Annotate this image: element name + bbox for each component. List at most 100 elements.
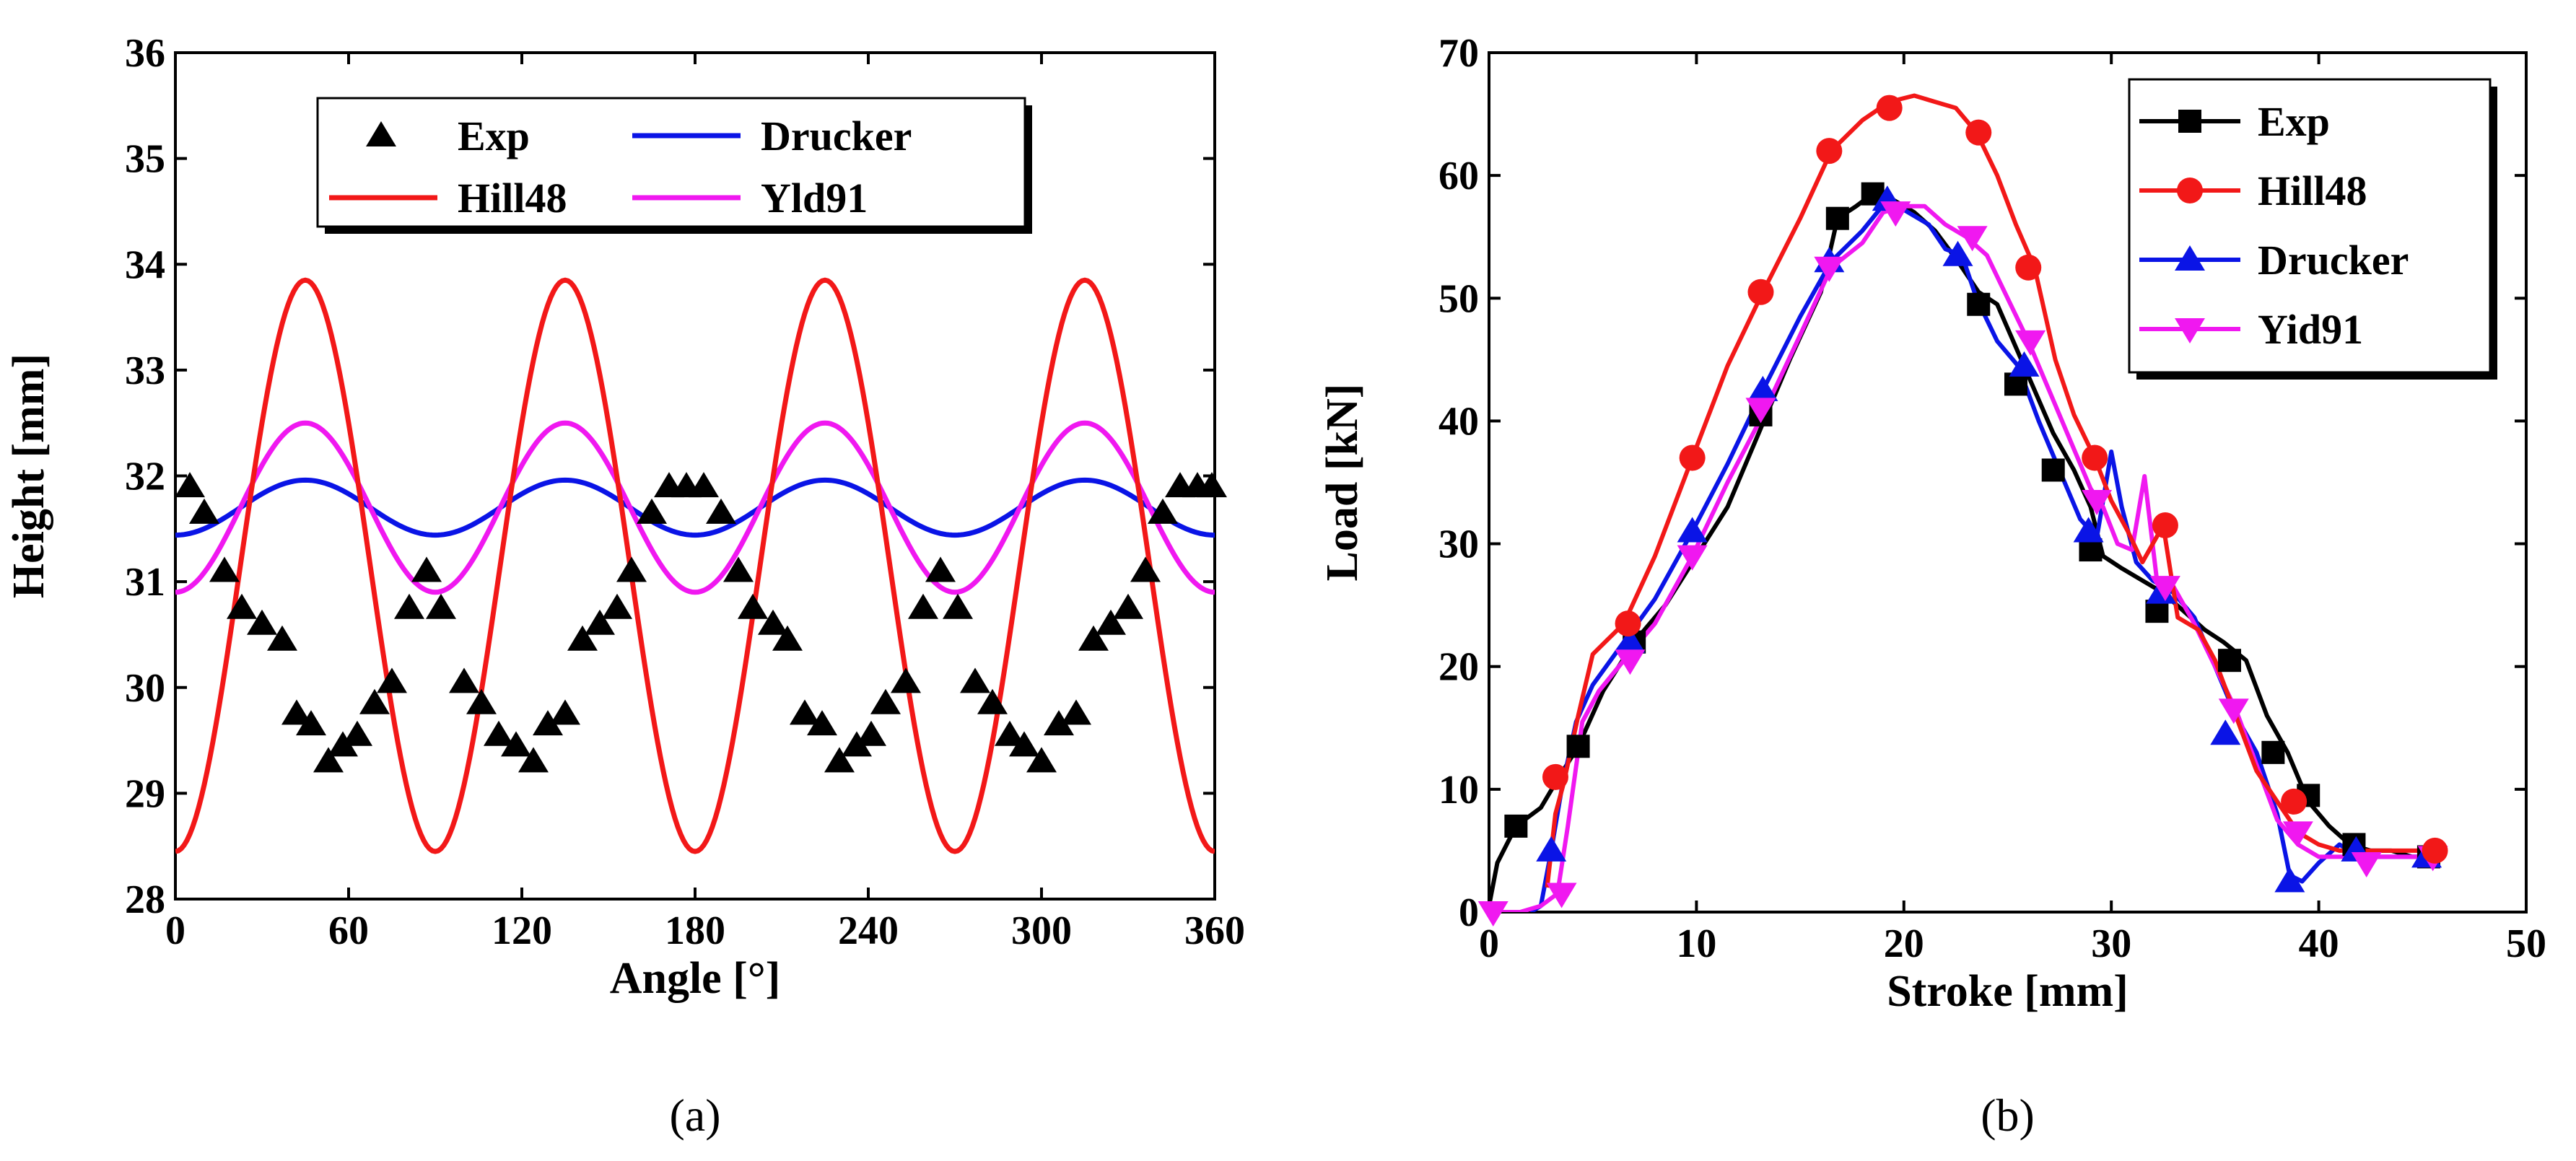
a-exp-point: [925, 556, 956, 582]
b-drucker-point: [1677, 517, 1708, 543]
b-series-drucker-line: [1529, 198, 2433, 912]
a-x-tick-label: 360: [1184, 908, 1245, 953]
b-yid91-point: [1677, 545, 1708, 571]
a-exp-point: [267, 625, 297, 651]
b-hill48-point: [1876, 95, 1903, 121]
b-drucker-point: [2073, 517, 2104, 543]
b-x-tick-label: 0: [1479, 921, 1499, 966]
chart-a: 0 60 120 180 240 300 360 28 29 30 31 32 33 34 35 36 Angl…: [4, 31, 1245, 1141]
a-exp-point: [1130, 556, 1161, 582]
a-exp-point: [772, 625, 803, 651]
a-exp-point: [602, 593, 632, 619]
a-exp-point: [1009, 731, 1039, 757]
a-exp-point: [995, 720, 1025, 746]
b-exp-point: [1967, 292, 1991, 316]
b-x-tick-label: 10: [1676, 921, 1716, 966]
a-exp-point: [790, 699, 820, 725]
a-series-hill48-line: [175, 277, 1215, 854]
a-y-axis-label: Height [mm]: [4, 354, 53, 598]
a-exp-point: [296, 710, 326, 736]
a-exp-point: [209, 556, 240, 582]
b-x-tick-label: 50: [2506, 921, 2546, 966]
a-exp-point: [175, 472, 205, 498]
b-yid91-point: [2015, 330, 2046, 356]
a-y-tick-label: 36: [125, 31, 165, 76]
b-x-axis-label: Stroke [mm]: [1887, 967, 2129, 1016]
b-exp-point: [1566, 735, 1590, 758]
a-exp-point: [706, 498, 736, 524]
b-legend-marker-exp: [2178, 110, 2201, 133]
a-caption: (a): [669, 1090, 720, 1141]
b-caption: (b): [1981, 1090, 2035, 1141]
a-exp-point: [567, 625, 598, 651]
a-x-tick-label: 180: [665, 908, 725, 953]
a-exp-point: [501, 731, 531, 757]
b-y-tick-label: 10: [1438, 768, 1479, 812]
b-yid91-point: [2282, 821, 2313, 847]
a-y-tick-label: 34: [125, 242, 165, 287]
a-exp-point: [394, 593, 424, 619]
b-drucker-point: [1615, 627, 1646, 653]
b-hill48-point: [1679, 444, 1706, 471]
a-exp-point: [313, 747, 344, 773]
b-exp-point: [1504, 814, 1528, 838]
a-exp-point: [426, 593, 456, 619]
a-exp-point: [1061, 699, 1091, 725]
b-yid91-point: [1814, 256, 1845, 282]
b-x-tick-label: 40: [2299, 921, 2339, 966]
a-exp-point: [960, 667, 990, 693]
chart-b: 0 10 20 30 40 50 0 10 20 30 40 50 60 70 Stroke [mm] Loa…: [1318, 31, 2546, 1141]
a-legend-label-hill48: Hill48: [458, 175, 567, 222]
b-legend-label-drucker: Drucker: [2258, 237, 2409, 284]
b-x-tick-label: 20: [1884, 921, 1924, 966]
a-exp-point: [1148, 498, 1178, 524]
a-exp-point: [1197, 472, 1227, 498]
b-hill48-point: [2281, 788, 2308, 815]
b-hill48-point: [1542, 763, 1568, 790]
b-yid91-point: [2149, 576, 2180, 602]
a-y-tick-label: 28: [125, 877, 165, 922]
a-series-drucker-line: [175, 477, 1215, 538]
a-exp-point: [1078, 625, 1109, 651]
a-exp-point: [723, 556, 754, 582]
a-exp-point: [359, 688, 390, 714]
b-hill48-point: [1816, 138, 1843, 165]
a-exp-point: [484, 720, 514, 746]
a-exp-point: [977, 688, 1008, 714]
a-exp-point: [550, 699, 580, 725]
a-exp-point: [342, 720, 372, 746]
b-yid91-point: [1957, 226, 1988, 252]
b-hill48-point: [2082, 444, 2108, 471]
a-exp-point: [856, 720, 886, 746]
b-drucker-point: [2210, 719, 2241, 745]
b-yid91-point: [1546, 882, 1577, 908]
b-hill48-point: [2015, 254, 2042, 281]
a-exp-point: [824, 747, 855, 773]
a-x-tick-label: 120: [492, 908, 552, 953]
b-hill48-point: [2422, 837, 2448, 864]
b-hill48-point: [2152, 512, 2178, 539]
a-x-tick-label: 240: [838, 908, 899, 953]
a-exp-point: [807, 710, 837, 736]
b-exp-point: [1825, 206, 1849, 230]
b-y-tick-label: 70: [1438, 31, 1479, 76]
a-y-tick-label: 33: [125, 349, 165, 393]
a-exp-point: [328, 731, 358, 757]
a-exp-point: [891, 667, 921, 693]
a-y-tick-label: 30: [125, 666, 165, 711]
b-yid91-point: [1880, 201, 1911, 227]
a-exp-point: [738, 593, 768, 619]
b-drucker-point: [1942, 240, 1973, 266]
a-exp-point: [637, 498, 667, 524]
b-drucker-point: [1747, 375, 1778, 401]
b-yid91-point: [1477, 901, 1509, 926]
b-y-tick-label: 50: [1438, 276, 1479, 321]
a-exp-point: [870, 688, 901, 714]
a-y-tick-label: 29: [125, 771, 165, 816]
a-exp-point: [616, 556, 647, 582]
b-legend-label-hill48: Hill48: [2258, 167, 2367, 214]
a-y-tick-label: 31: [125, 560, 165, 605]
b-hill48-point: [1615, 610, 1641, 637]
b-drucker-point: [2009, 351, 2040, 377]
